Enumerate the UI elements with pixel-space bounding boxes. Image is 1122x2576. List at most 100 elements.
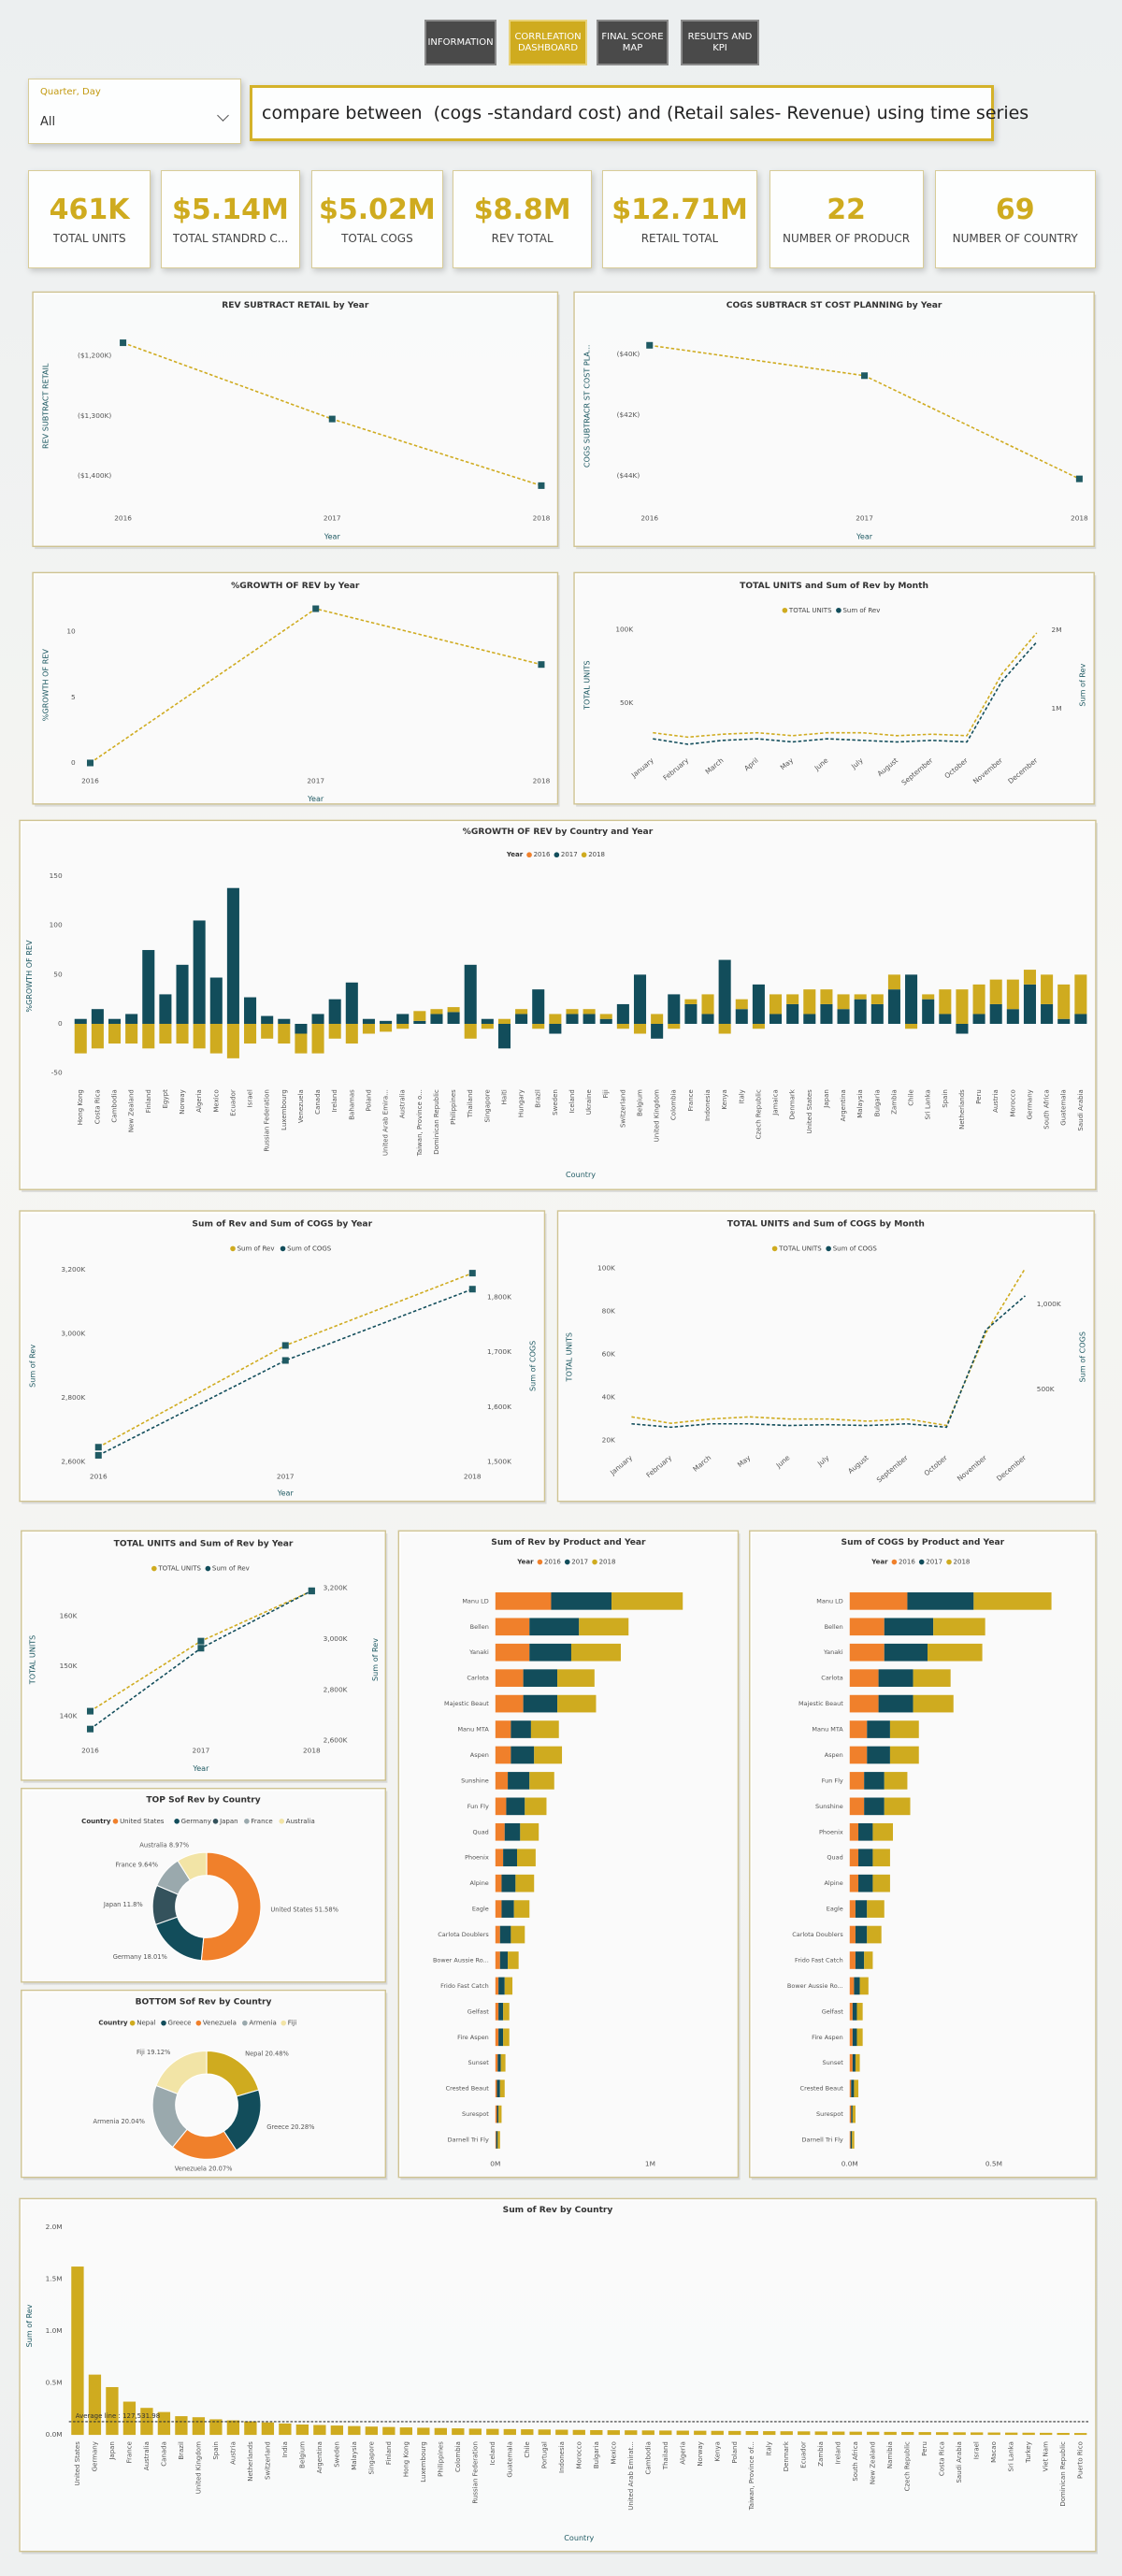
x-tick-label: Chile — [523, 2441, 531, 2458]
tick-label: 2016 — [81, 776, 99, 784]
x-tick-label: Norway — [178, 1089, 186, 1115]
tick-label: Bellen — [470, 1623, 489, 1631]
bar-segment — [651, 1014, 664, 1024]
bar-segment — [1006, 1009, 1019, 1024]
bar-segment — [523, 1669, 558, 1687]
x-tick-label: Haiti — [499, 1089, 508, 1104]
bar-segment — [849, 1925, 856, 1944]
bar-segment — [870, 994, 884, 1004]
kpi-card: $8.8M REV TOTAL — [453, 170, 593, 268]
x-tick-label: Finland — [144, 1089, 152, 1113]
bar-segment — [854, 2080, 859, 2098]
bar-segment — [226, 887, 239, 1024]
bar — [625, 2430, 638, 2436]
bar-segment — [125, 1014, 138, 1024]
x-tick-label: Switzerland — [263, 2441, 271, 2480]
bar-segment — [867, 1720, 890, 1738]
x-tick-label: South Africa — [1043, 1089, 1051, 1130]
bar-segment — [701, 994, 714, 1015]
tick-label: 160K — [60, 1611, 78, 1619]
legend-swatch — [782, 607, 788, 613]
legend-label: France — [251, 1817, 272, 1825]
chart-title: COGS SUBTRACR ST COST PLANNING by Year — [726, 301, 942, 310]
bar-segment — [856, 2028, 863, 2047]
nav-button[interactable]: RESULTS AND KPI — [681, 20, 759, 65]
tick-label: Sunset — [823, 2059, 844, 2066]
bar-segment — [905, 1023, 918, 1029]
bar-segment — [864, 1797, 885, 1816]
chart-title: TOTAL UNITS and Sum of COGS by Month — [727, 1220, 925, 1230]
legend-title: Country — [81, 1817, 111, 1825]
bar-segment — [495, 2028, 499, 2047]
x-tick-label: Sweden — [551, 1089, 559, 1115]
bar-segment — [295, 1023, 308, 1034]
tick-label: 1M — [1052, 704, 1062, 712]
series-line — [631, 1295, 1027, 1429]
x-tick-label: Peru — [920, 2441, 928, 2456]
bar-segment — [854, 1977, 860, 1995]
bar — [71, 2267, 84, 2436]
legend-label: Australia — [286, 1817, 315, 1825]
legend-label: Japan — [219, 1817, 238, 1825]
tick-label: Carlota — [467, 1675, 488, 1682]
nav-button[interactable]: INFORMATION — [424, 20, 496, 65]
tick-label: 0.5M — [985, 2160, 1002, 2168]
bar-segment — [668, 994, 681, 1024]
filter-slicer[interactable]: Quarter, Day All — [28, 79, 241, 144]
bar — [157, 2411, 171, 2436]
bar — [261, 2422, 275, 2436]
tick-label: ($1,200K) — [78, 352, 111, 360]
bar-segment — [193, 920, 206, 1024]
bar-segment — [495, 2080, 497, 2098]
bar — [728, 2430, 741, 2436]
bar-segment — [495, 1951, 500, 1969]
x-tick-label: Taiwan, Province of... — [747, 2441, 755, 2511]
bar — [209, 2419, 223, 2436]
bar-segment — [497, 1023, 511, 1049]
bar-segment — [345, 982, 358, 1024]
bar-segment — [495, 2053, 498, 2072]
bar-segment — [244, 997, 257, 1024]
legend-swatch — [161, 2020, 166, 2026]
bar-segment — [495, 2105, 497, 2123]
bar-segment — [849, 1900, 856, 1918]
x-tick-label: Zambia — [889, 1089, 898, 1115]
bar-segment — [1006, 979, 1019, 1010]
tick-label: 500K — [1037, 1385, 1055, 1393]
bar-segment — [176, 1023, 189, 1044]
x-tick-label: Venezuela — [296, 1089, 305, 1123]
nav-button[interactable]: FINAL SCORE MAP — [597, 20, 669, 65]
tick-label: Carlota Doublers — [792, 1931, 843, 1938]
x-tick-label: Belgium — [297, 2441, 306, 2468]
bar-segment — [464, 964, 477, 1024]
slice-value: 8.97% — [169, 1841, 189, 1849]
legend-swatch — [129, 2020, 136, 2026]
series-line — [653, 641, 1038, 745]
bar — [745, 2430, 758, 2436]
legend-swatch — [195, 2020, 202, 2026]
tick-label: 1.0M — [46, 2326, 63, 2335]
panel — [32, 291, 559, 548]
x-tick-label: Sri Lanka — [1007, 2441, 1015, 2471]
bar-segment — [295, 1033, 308, 1054]
legend-swatch — [280, 2020, 287, 2026]
x-tick-label: New Zealand — [127, 1089, 136, 1132]
bar-segment — [511, 1746, 535, 1764]
kpi-label: RETAIL TOTAL — [640, 232, 719, 245]
bar-segment — [928, 1643, 983, 1662]
legend-title: Year — [506, 850, 524, 858]
x-tick-label: Russian Federation — [470, 2441, 479, 2503]
point-marker — [197, 1645, 205, 1652]
tick-label: 2M — [1052, 626, 1062, 634]
bar — [641, 2430, 654, 2436]
tick-label: Alpine — [824, 1879, 842, 1887]
bar-segment — [566, 1014, 579, 1024]
bar-segment — [529, 1772, 554, 1790]
nav-button[interactable]: CORRLEATION DASHBOARD — [509, 20, 587, 65]
bar — [798, 2431, 811, 2436]
x-tick-label: Viet Nam — [1042, 2441, 1050, 2471]
legend-label: TOTAL UNITS — [788, 606, 832, 614]
bar-segment — [345, 1023, 358, 1044]
donut-slice — [200, 1851, 262, 1962]
bar-segment — [447, 1012, 460, 1024]
